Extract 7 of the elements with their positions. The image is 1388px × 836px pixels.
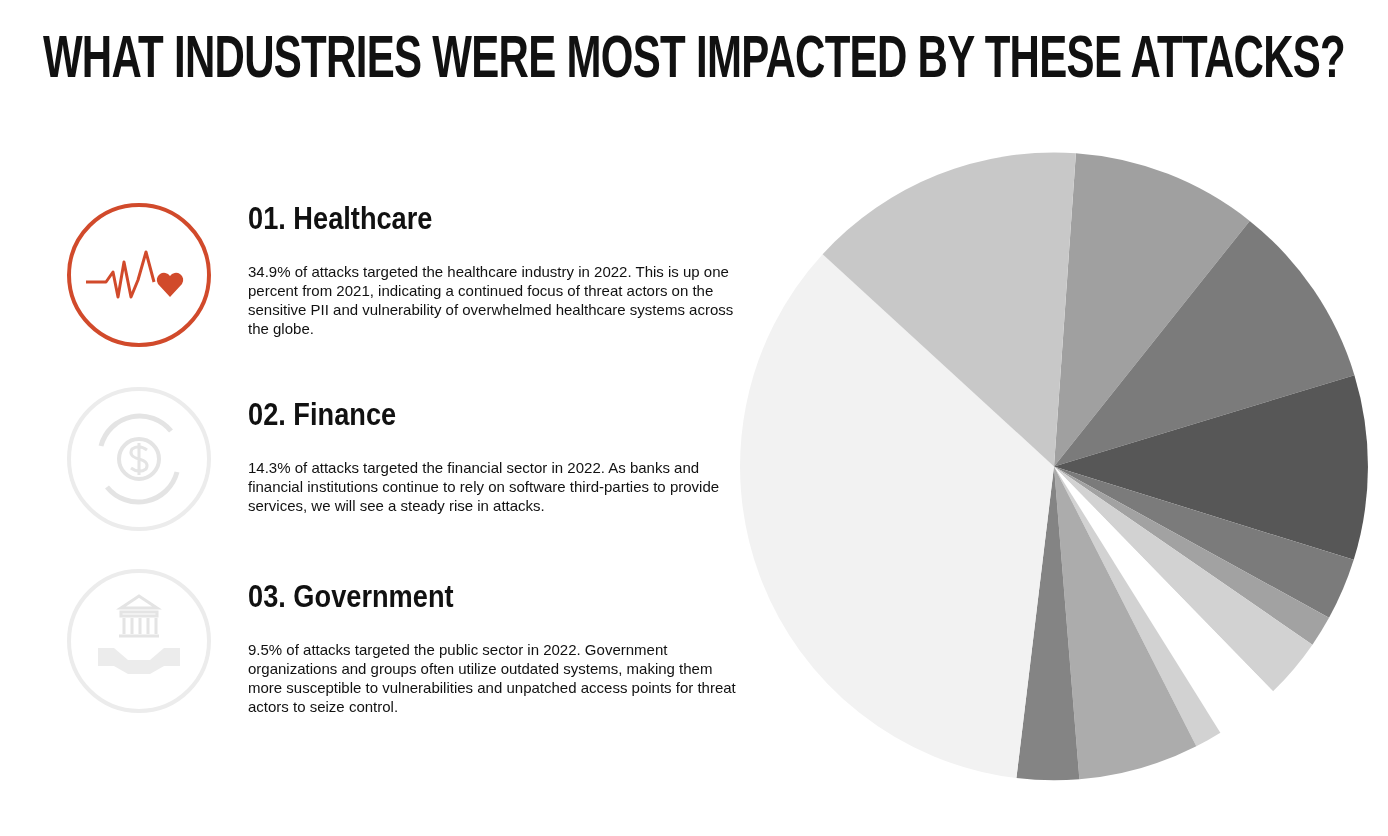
- text: 9.5% of attacks targeted the public sector in 2022. Government organizations and groups often utilize outdated systems, making them more susceptible to vulnerabilities and unpatched access points for threat actors to seize control.: [248, 640, 737, 716]
- chart-title: WHAT INDUSTRIES WERE MOST IMPACTED BY THESE ATTACKS?: [42, 22, 1346, 91]
- text: 14.3% of attacks targeted the financial sector in 2022. As banks and financial institutions continue to rely on software third-parties to provide services, we will see a steady rise in attacks.: [248, 458, 721, 515]
- text: 02. Finance: [248, 396, 397, 433]
- text: 03. Government: [248, 578, 454, 615]
- text: 34.9% of attacks targeted the healthcare industry in 2022. This is up one percent from 2021, indicating a continued focus of threat actors on the sensitive PII and vulnerability of overwhelmed healthcare systems across the globe.: [248, 262, 735, 338]
- text: 01. Healthcare: [248, 200, 433, 237]
